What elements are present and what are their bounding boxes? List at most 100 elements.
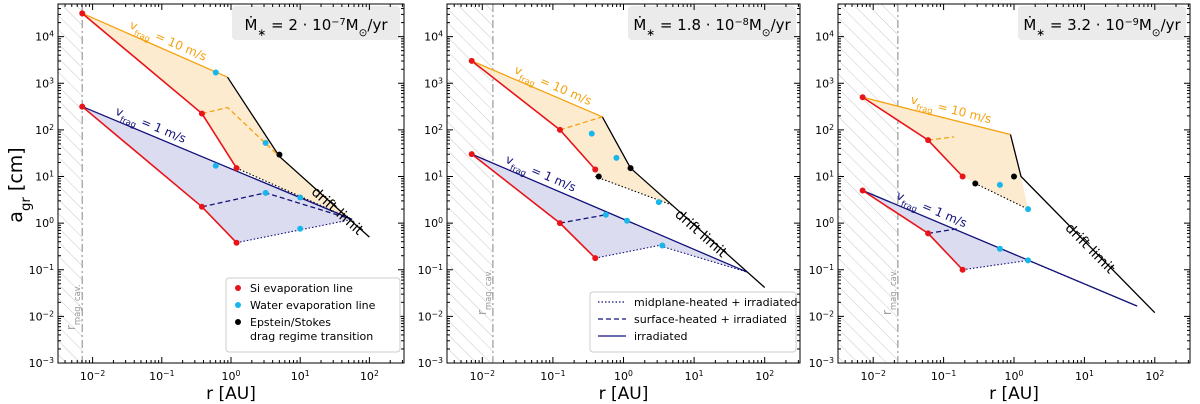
y-tick-label: 10−1 bbox=[809, 262, 834, 277]
water-point bbox=[262, 189, 269, 196]
y-tick-label: 100 bbox=[815, 216, 834, 231]
x-tick-label: 10−1 bbox=[149, 369, 174, 384]
water-point bbox=[1025, 206, 1032, 213]
legend-label: midplane-heated + irradiated bbox=[634, 296, 798, 309]
mag-cavity-hatch bbox=[58, 4, 83, 363]
si-point bbox=[592, 166, 599, 173]
vfrag1-midplane-line bbox=[595, 244, 748, 273]
si-point bbox=[556, 126, 563, 133]
mag-cavity-label: rmag. cav. bbox=[64, 284, 82, 330]
si-point bbox=[925, 230, 932, 237]
y-tick-label: 10−3 bbox=[809, 356, 834, 371]
si-point bbox=[859, 94, 866, 101]
si-point bbox=[468, 57, 475, 64]
vfrag10-irradiated-line bbox=[862, 96, 1011, 136]
x-tick-label: 10−2 bbox=[861, 369, 886, 384]
si-point bbox=[592, 255, 599, 262]
x-tick-label: 100 bbox=[222, 369, 241, 384]
x-axis-label: r [AU] bbox=[989, 384, 1039, 404]
panel-title: Ṁ∗ = 1.8 · 10−8M⊙/yr bbox=[633, 15, 791, 39]
legend-marker bbox=[235, 302, 241, 308]
si-point bbox=[959, 173, 966, 180]
drift-limit-line bbox=[1009, 134, 1156, 314]
x-tick-label: 102 bbox=[755, 369, 774, 384]
vfrag10-region bbox=[82, 13, 353, 220]
x-tick-label: 102 bbox=[360, 369, 379, 384]
water-point bbox=[588, 130, 595, 137]
si-point bbox=[233, 239, 240, 246]
y-tick-label: 10−2 bbox=[418, 309, 443, 324]
vfrag1-midplane-line bbox=[236, 218, 353, 244]
legend-label: surface-heated + irradiated bbox=[634, 313, 787, 326]
legend-label: Si evaporation line bbox=[250, 282, 353, 295]
drag-point bbox=[627, 165, 634, 172]
si-point bbox=[79, 10, 86, 17]
vfrag10-region bbox=[862, 97, 1029, 210]
water-point bbox=[613, 154, 620, 161]
y-tick-label: 10−1 bbox=[29, 262, 54, 277]
legend-label: irradiated bbox=[634, 330, 688, 343]
legend-lines: midplane-heated + irradiated surface-heat… bbox=[589, 291, 798, 353]
y-tick-label: 10−3 bbox=[418, 356, 443, 371]
water-point bbox=[297, 225, 304, 232]
legend-label: Epstein/Stokes bbox=[250, 316, 331, 329]
mag-cavity-label: rmag. cav. bbox=[880, 269, 898, 315]
vfrag1-surface-line bbox=[928, 228, 958, 235]
x-tick-label: 102 bbox=[1145, 369, 1164, 384]
drag-point bbox=[1011, 173, 1017, 180]
vfrag10-surface-line bbox=[559, 116, 603, 131]
title-box bbox=[1018, 6, 1186, 40]
x-tick-label: 101 bbox=[1075, 369, 1094, 384]
vfrag1-midplane-line bbox=[962, 259, 1138, 307]
legend-marker bbox=[235, 319, 241, 325]
drag-point bbox=[595, 173, 602, 180]
legend-box bbox=[225, 277, 401, 353]
y-tick-label: 103 bbox=[815, 76, 834, 91]
vfrag1-region bbox=[82, 106, 353, 243]
vfrag10-region bbox=[471, 60, 673, 206]
panel-title: Ṁ∗ = 2 · 10−7M⊙/yr bbox=[244, 15, 388, 39]
si-point bbox=[468, 151, 475, 158]
y-tick-label: 104 bbox=[424, 29, 443, 44]
legend-points: Si evaporation line Water evaporation lin… bbox=[225, 277, 401, 353]
y-tick-label: 103 bbox=[424, 76, 443, 91]
si-point bbox=[859, 187, 866, 194]
y-tick-label: 104 bbox=[35, 29, 54, 44]
y-tick-label: 104 bbox=[815, 29, 834, 44]
y-tick-label: 101 bbox=[815, 169, 834, 184]
y-tick-label: 100 bbox=[35, 216, 54, 231]
water-point bbox=[262, 139, 269, 146]
drag-point bbox=[972, 180, 979, 187]
water-point bbox=[297, 194, 304, 201]
x-tick-label: 101 bbox=[685, 369, 704, 384]
si-point bbox=[959, 266, 966, 273]
mag-cavity-label: rmag. cav. bbox=[475, 269, 493, 315]
x-axis-label: r [AU] bbox=[599, 384, 649, 404]
legend-marker bbox=[235, 285, 241, 291]
x-tick-label: 101 bbox=[291, 369, 310, 384]
y-tick-label: 10−2 bbox=[29, 309, 54, 324]
drag-point bbox=[276, 151, 283, 158]
si-point bbox=[198, 110, 205, 117]
title-box bbox=[232, 6, 400, 40]
vfrag10-surface-line bbox=[928, 136, 955, 141]
vfrag10-irradiated-line bbox=[471, 60, 603, 118]
water-point bbox=[602, 211, 609, 218]
y-tick-label: 102 bbox=[815, 122, 834, 137]
y-tick-label: 101 bbox=[35, 169, 54, 184]
water-point bbox=[996, 181, 1003, 188]
vfrag1-irradiated-line bbox=[81, 105, 353, 220]
water-point bbox=[655, 199, 662, 206]
vfrag1-irradiated-line bbox=[471, 153, 748, 273]
water-point bbox=[996, 245, 1003, 252]
mag-cavity-hatch bbox=[838, 4, 898, 363]
legend-label: drag regime transition bbox=[250, 330, 373, 343]
legend-label: Water evaporation line bbox=[250, 299, 376, 312]
x-axis-label: r [AU] bbox=[206, 384, 256, 404]
mag-cavity-hatch bbox=[447, 4, 493, 363]
y-tick-label: 103 bbox=[35, 76, 54, 91]
y-tick-label: 10−1 bbox=[418, 262, 443, 277]
si-point bbox=[198, 203, 205, 210]
